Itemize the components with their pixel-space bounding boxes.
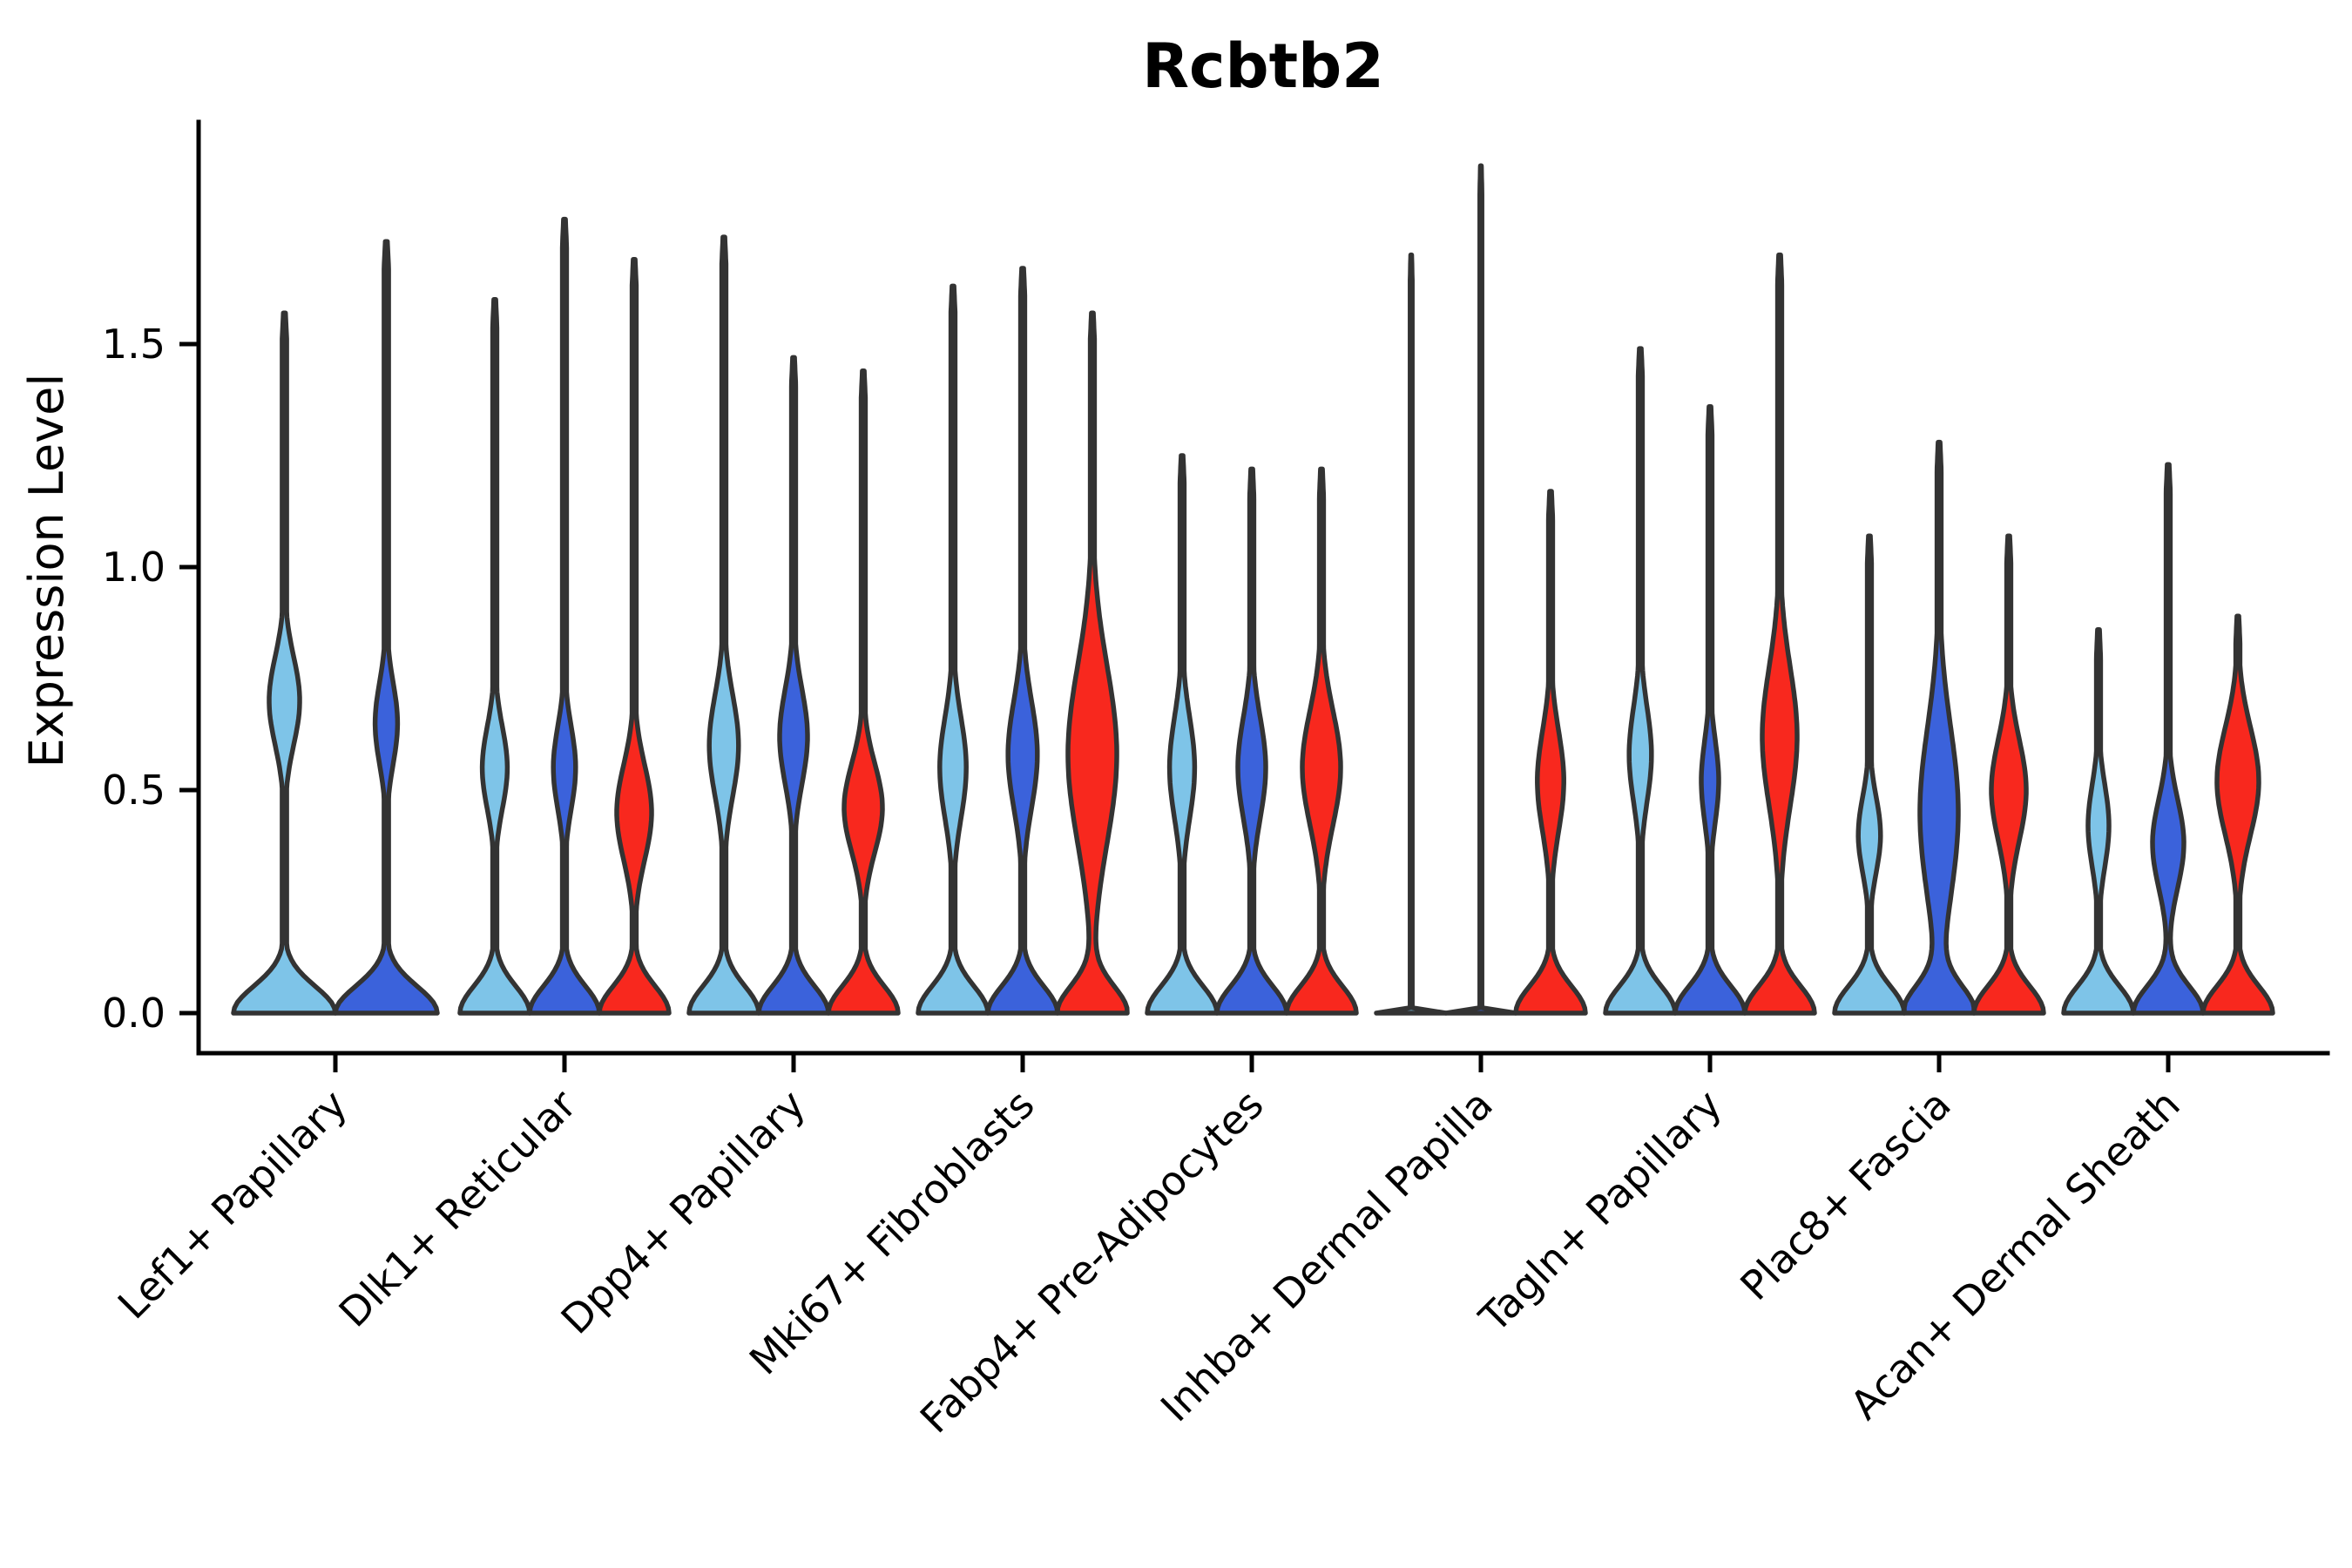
violin-2-red (597, 256, 672, 1016)
y-ticks-layer: 0.0 0.5 1.0 1.5 (102, 321, 199, 1037)
violin-5-red (1284, 466, 1359, 1016)
plot-title: Rcbtb2 (1142, 30, 1384, 102)
violin-9-skyblue (2061, 626, 2136, 1016)
y-axis-label: Expression Level (19, 374, 74, 768)
violin-5-royalblue (1214, 466, 1289, 1016)
y-tick-label: 1.0 (102, 544, 166, 591)
violin-4-red (1055, 310, 1130, 1016)
violin-2-royalblue (527, 216, 602, 1016)
violin-3-skyblue (686, 234, 761, 1016)
violin-3-red (826, 368, 901, 1016)
violin-4-royalblue (985, 266, 1060, 1016)
violin-4-skyblue (916, 283, 990, 1016)
y-tick-label: 0.5 (102, 767, 166, 814)
violin-8-red (1971, 533, 2046, 1016)
y-tick-label: 1.5 (102, 321, 166, 368)
violin-1-royalblue (333, 239, 440, 1016)
y-tick-label: 0.0 (102, 990, 166, 1037)
violin-6-skyblue (1374, 252, 1449, 1016)
violin-6-royalblue (1443, 163, 1518, 1016)
violin-5-skyblue (1145, 453, 1220, 1016)
violin-8-skyblue (1832, 533, 1907, 1016)
violin-9-red (2200, 613, 2275, 1016)
violin-1-skyblue (231, 310, 338, 1016)
violin-7-royalblue (1673, 403, 1747, 1016)
violins-layer (231, 163, 2275, 1016)
violin-7-red (1742, 252, 1817, 1016)
violin-2-skyblue (457, 297, 532, 1016)
violin-7-skyblue (1603, 346, 1678, 1016)
violin-9-royalblue (2131, 462, 2206, 1016)
violin-3-royalblue (756, 355, 831, 1016)
violin-6-red (1513, 489, 1588, 1016)
violin-8-royalblue (1902, 439, 1977, 1016)
